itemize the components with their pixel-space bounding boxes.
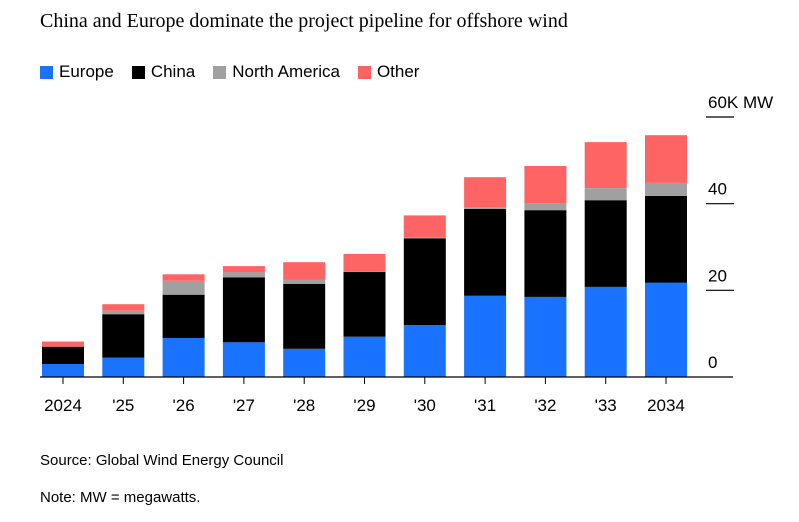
bar-segment-europe: [464, 295, 507, 377]
bar-segment-europe: [42, 364, 84, 377]
legend-item-china: China: [131, 62, 196, 82]
bar-segment-other: [524, 166, 567, 204]
bar-segment-europe: [403, 325, 446, 377]
x-tick-label: '31: [474, 396, 496, 415]
bar-segment-china: [222, 277, 265, 343]
bar-segment-other: [162, 274, 205, 281]
bar-segment-china: [42, 346, 84, 364]
x-tick-label: '30: [414, 396, 436, 415]
legend-label-china: China: [150, 62, 196, 81]
bar-segment-china: [584, 200, 627, 287]
legend-swatch-other: [357, 65, 371, 79]
bar-segment-europe: [645, 282, 687, 377]
bar-segment-other: [42, 341, 84, 347]
bar-segment-north-america: [102, 310, 145, 315]
bar-segment-china: [464, 208, 507, 296]
legend-swatch-north-america: [213, 65, 227, 79]
bar-segment-europe: [584, 286, 627, 377]
x-tick-label: '27: [233, 396, 255, 415]
x-tick-label: '28: [293, 396, 315, 415]
bar-segment-other: [283, 262, 326, 280]
bar-segment-china: [645, 195, 687, 283]
bar-segment-other: [464, 177, 507, 208]
legend-swatch-china: [131, 65, 145, 79]
x-tick-label: 2034: [647, 396, 685, 415]
bar-segment-china: [403, 238, 446, 325]
bar-segment-europe: [283, 348, 326, 377]
bar-segment-china: [162, 294, 205, 338]
bar-segment-china: [343, 271, 386, 337]
source-note: Source: Global Wind Energy Council: [40, 452, 284, 469]
y-tick-label: 40: [708, 180, 727, 199]
bar-segment-other: [102, 304, 145, 311]
bar-segment-europe: [102, 357, 145, 377]
units-note: Note: MW = megawatts.: [40, 489, 201, 506]
bar-segment-north-america: [283, 279, 326, 284]
bar-segment-other: [403, 215, 446, 238]
legend-item-other: Other: [357, 62, 420, 82]
bar-segment-north-america: [403, 237, 446, 239]
bar-segment-europe: [222, 342, 265, 377]
bar-segment-other: [343, 253, 386, 272]
bar-segment-other: [645, 135, 687, 183]
x-tick-label: '33: [595, 396, 617, 415]
x-tick-label: 2024: [44, 396, 82, 415]
legend-item-europe: Europe: [40, 62, 114, 82]
bar-segment-north-america: [645, 182, 687, 196]
x-tick-label: '32: [534, 396, 556, 415]
legend-label-europe: Europe: [59, 62, 114, 81]
bar-segment-north-america: [222, 272, 265, 278]
x-tick-label: '26: [173, 396, 195, 415]
chart-legend: Europe China North America Other: [40, 62, 419, 82]
bar-segment-other: [222, 266, 265, 273]
bar-segment-europe: [162, 338, 205, 377]
x-tick-label: '29: [353, 396, 375, 415]
legend-item-north-america: North America: [213, 62, 340, 82]
x-tick-label: '25: [112, 396, 134, 415]
y-tick-label: 0: [708, 353, 717, 372]
bar-segment-north-america: [464, 207, 507, 209]
chart-title: China and Europe dominate the project pi…: [40, 10, 568, 32]
legend-swatch-europe: [40, 65, 53, 79]
bar-segment-north-america: [162, 280, 205, 295]
legend-label-other: Other: [376, 62, 420, 81]
bar-segment-other: [584, 142, 627, 188]
bar-segment-north-america: [584, 188, 627, 201]
legend-label-north-america: North America: [232, 62, 340, 81]
y-tick-label: 60K MW: [708, 93, 773, 112]
bar-segment-china: [102, 314, 145, 358]
y-tick-label: 20: [708, 266, 727, 285]
bar-segment-north-america: [524, 203, 567, 211]
bar-segment-europe: [524, 296, 567, 377]
bar-segment-china: [524, 210, 567, 297]
bar-segment-china: [283, 283, 326, 349]
bar-segment-europe: [343, 336, 386, 377]
